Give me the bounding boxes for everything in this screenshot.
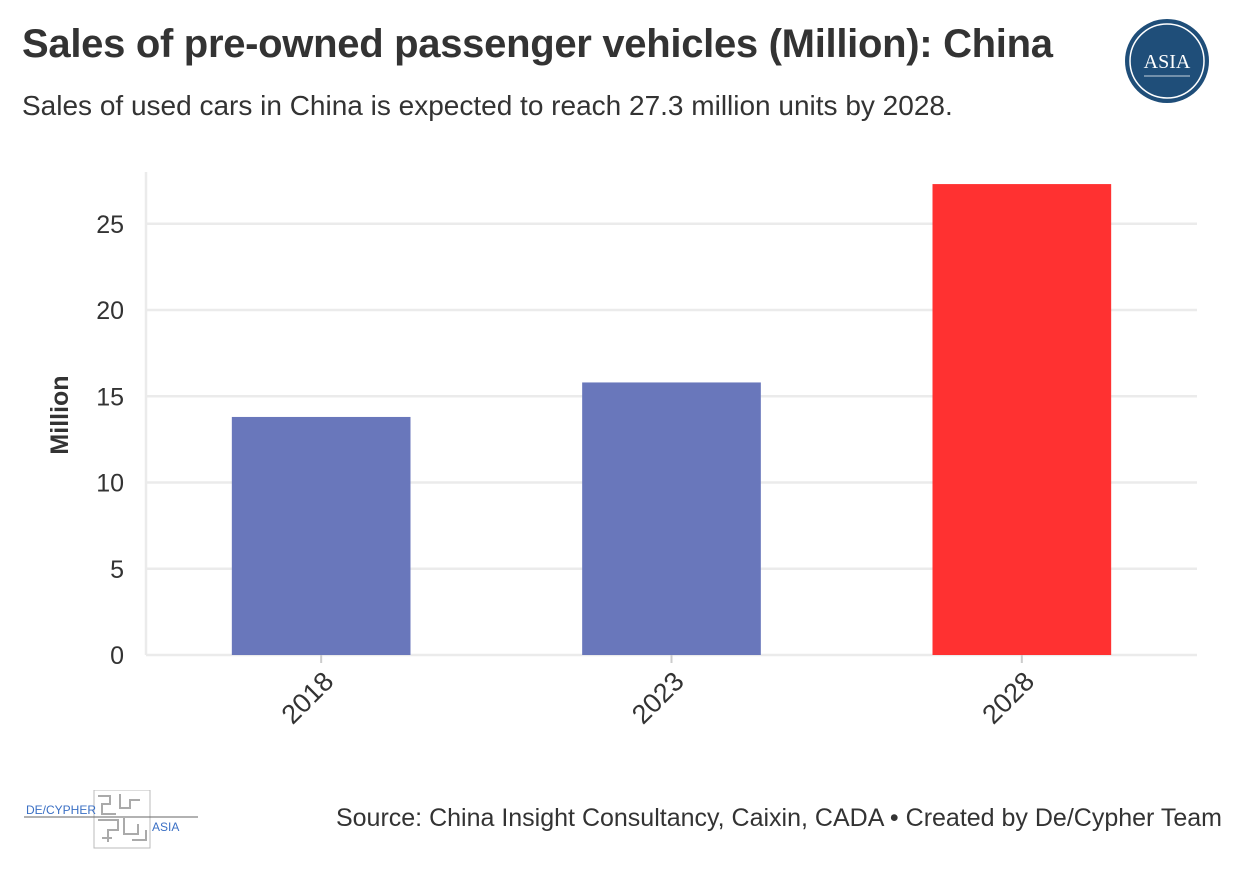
y-tick-label: 15 bbox=[96, 383, 124, 411]
asia-badge-text: ASIA bbox=[1144, 51, 1191, 73]
x-tick-label: 2018 bbox=[276, 666, 340, 730]
decypher-brand: DE/CYPHER ASIA bbox=[24, 789, 204, 850]
bars bbox=[231, 184, 1112, 655]
chart-subtitle: Sales of used cars in China is expected … bbox=[22, 90, 953, 121]
x-tick-label: 2028 bbox=[976, 666, 1040, 730]
chart-title: Sales of pre-owned passenger vehicles (M… bbox=[22, 22, 1053, 66]
brand-right-text: ASIA bbox=[152, 820, 179, 834]
y-axis-label: Million bbox=[46, 375, 74, 454]
brand-left-text: DE/CYPHER bbox=[26, 803, 96, 817]
source-note: Source: China Insight Consultancy, Caixi… bbox=[335, 804, 1222, 832]
asia-logo-icon: ASIA bbox=[1125, 19, 1209, 103]
y-tick-label: 5 bbox=[110, 556, 124, 584]
y-tick-label: 25 bbox=[96, 211, 124, 239]
bar-2028 bbox=[932, 184, 1112, 655]
y-tick-label: 10 bbox=[96, 470, 124, 498]
decypher-logo-icon: DE/CYPHER ASIA bbox=[24, 789, 198, 849]
x-tick-label: 2023 bbox=[626, 666, 690, 730]
bar-2018 bbox=[231, 416, 411, 655]
y-tick-label: 0 bbox=[110, 642, 124, 670]
y-tick-label: 20 bbox=[96, 297, 124, 325]
bar-2023 bbox=[582, 382, 761, 655]
